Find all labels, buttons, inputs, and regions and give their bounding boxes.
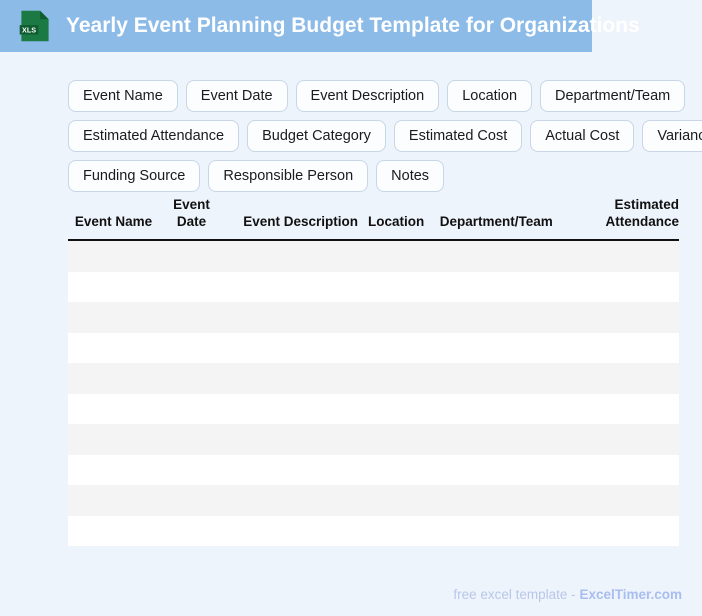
field-pill-container: Event Name Event Date Event Description … (68, 80, 634, 200)
field-pill-department-team[interactable]: Department/Team (540, 80, 685, 112)
table-row[interactable] (68, 241, 679, 272)
field-pill-event-name[interactable]: Event Name (68, 80, 178, 112)
field-pill-row-1: Estimated Attendance Budget Category Est… (68, 120, 634, 152)
table-row[interactable] (68, 333, 679, 364)
document-page: XLS Yearly Event Planning Budget Templat… (0, 0, 702, 616)
title-bar: XLS Yearly Event Planning Budget Templat… (0, 0, 592, 52)
field-pill-estimated-attendance[interactable]: Estimated Attendance (68, 120, 239, 152)
field-pill-variance[interactable]: Variance (642, 120, 702, 152)
field-pill-row-2: Funding Source Responsible Person Notes (68, 160, 634, 192)
field-pill-event-description[interactable]: Event Description (296, 80, 440, 112)
field-pill-location[interactable]: Location (447, 80, 532, 112)
field-pill-budget-category[interactable]: Budget Category (247, 120, 386, 152)
table-row[interactable] (68, 394, 679, 425)
table-col-header-event-name[interactable]: Event Name (68, 214, 159, 231)
field-pill-event-date[interactable]: Event Date (186, 80, 288, 112)
page-title: Yearly Event Planning Budget Template fo… (66, 14, 640, 38)
table-col-header-location[interactable]: Location (368, 214, 440, 231)
footer-brand-link[interactable]: ExcelTimer.com (579, 587, 682, 602)
table-row[interactable] (68, 455, 679, 486)
field-pill-estimated-cost[interactable]: Estimated Cost (394, 120, 522, 152)
table-row[interactable] (68, 272, 679, 303)
field-pill-responsible-person[interactable]: Responsible Person (208, 160, 368, 192)
budget-table: Event Name Event Date Event Description … (68, 197, 679, 546)
table-col-header-event-description[interactable]: Event Description (224, 214, 368, 231)
field-pill-row-0: Event Name Event Date Event Description … (68, 80, 634, 112)
table-row[interactable] (68, 363, 679, 394)
xls-file-icon: XLS (18, 9, 52, 43)
table-body (68, 241, 679, 546)
table-row[interactable] (68, 516, 679, 547)
field-pill-notes[interactable]: Notes (376, 160, 444, 192)
table-col-header-department-team[interactable]: Department/Team (440, 214, 574, 231)
field-pill-actual-cost[interactable]: Actual Cost (530, 120, 634, 152)
table-col-header-estimated-attendance[interactable]: Estimated Attendance (574, 197, 679, 231)
table-header-row: Event Name Event Date Event Description … (68, 197, 679, 241)
svg-text:XLS: XLS (22, 25, 36, 34)
table-row[interactable] (68, 302, 679, 333)
field-pill-funding-source[interactable]: Funding Source (68, 160, 200, 192)
footer-prefix-text: free excel template - (453, 587, 579, 602)
table-row[interactable] (68, 485, 679, 516)
table-col-header-event-date[interactable]: Event Date (159, 197, 224, 231)
footer-credit: free excel template - ExcelTimer.com (453, 587, 682, 602)
table-row[interactable] (68, 424, 679, 455)
